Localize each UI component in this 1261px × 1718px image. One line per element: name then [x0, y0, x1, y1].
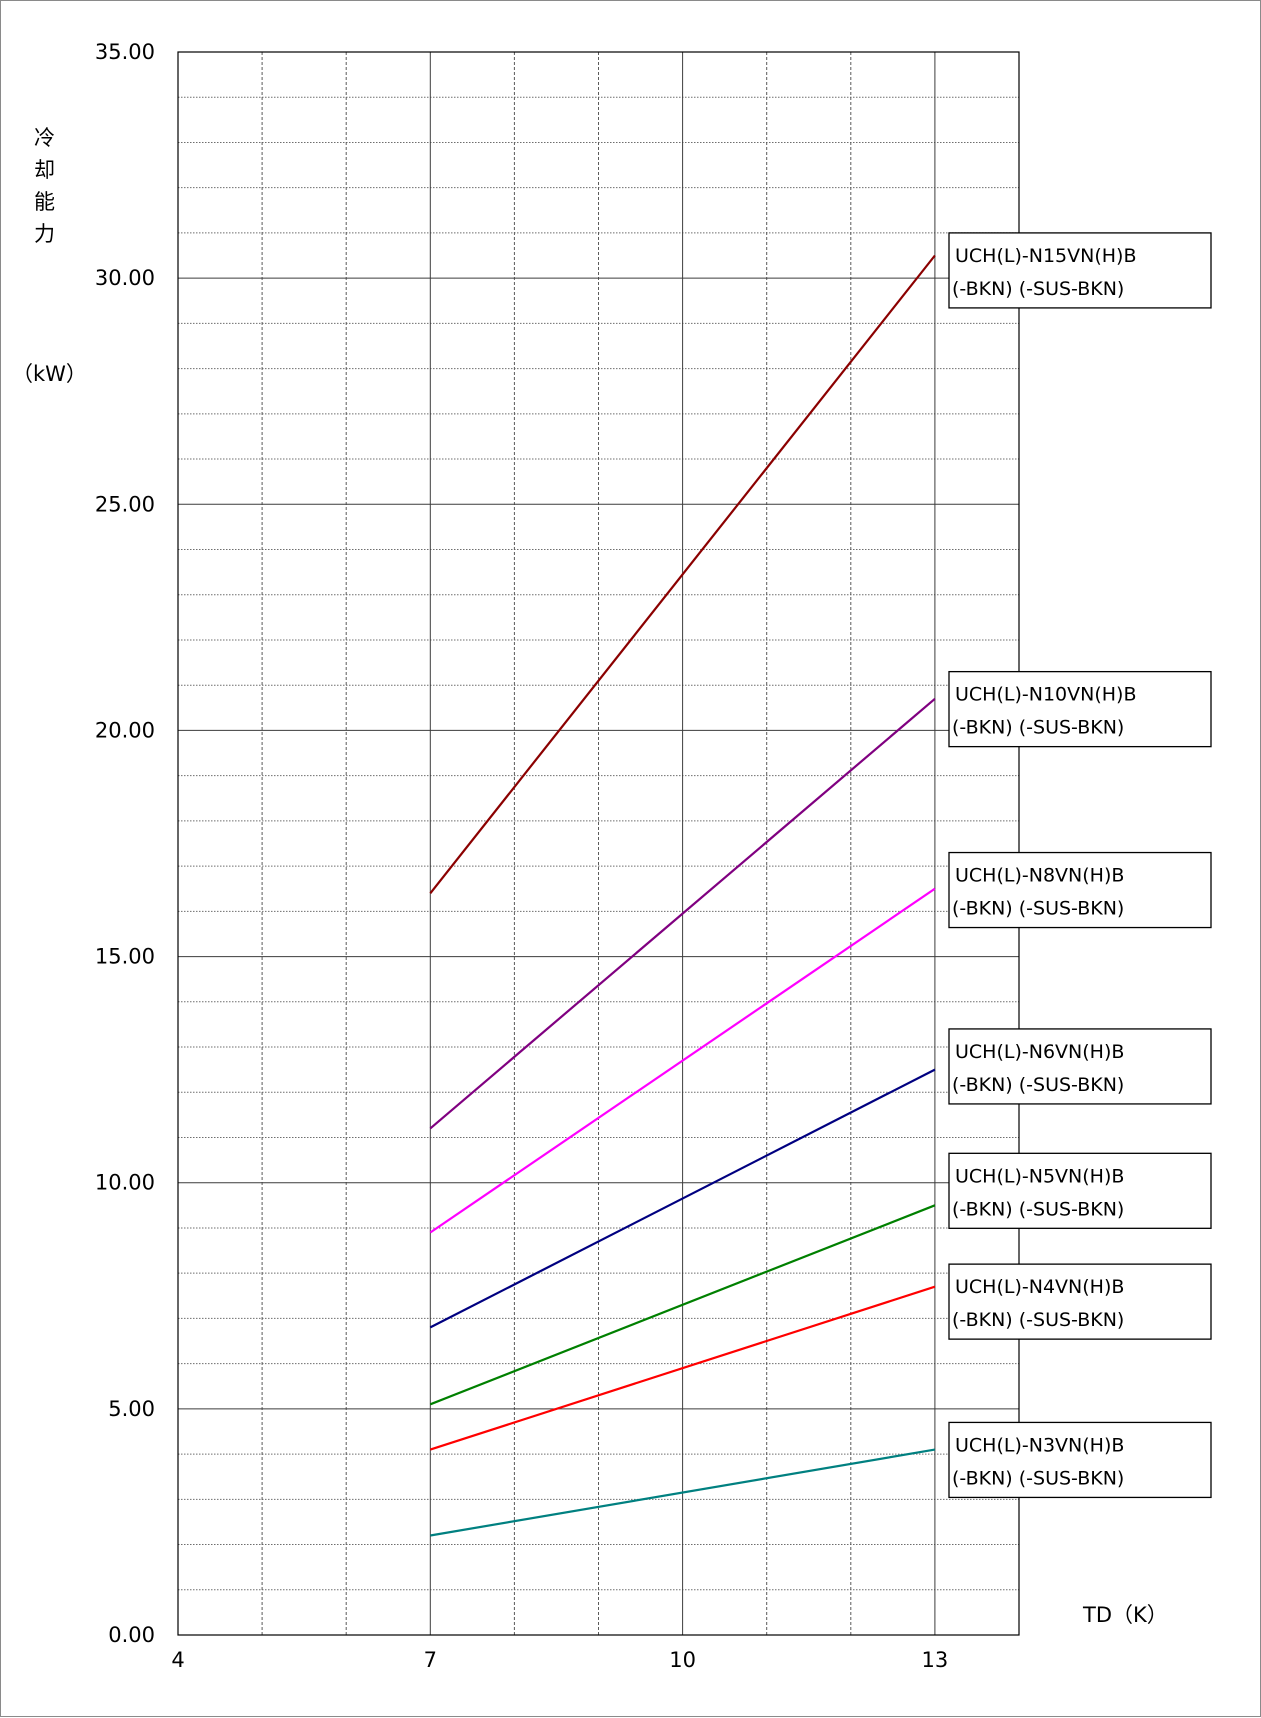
series-name: UCH(L)-N3VN(H)B — [955, 1434, 1124, 1456]
series-label-1: UCH(L)-N15VN(H)B (-BKN) (-SUS-BKN) — [948, 232, 1212, 309]
x-tick-label: 13 — [922, 1648, 949, 1672]
series-line-6 — [429, 1285, 936, 1451]
series-label-box — [948, 1152, 1212, 1229]
series-label-box — [948, 1028, 1212, 1105]
y-tick-label: 35.00 — [95, 40, 155, 64]
y-tick-label: 15.00 — [95, 945, 155, 969]
series-label-box — [948, 232, 1212, 309]
series-name: UCH(L)-N15VN(H)B — [955, 245, 1136, 267]
series-name: UCH(L)-N5VN(H)B — [955, 1165, 1124, 1187]
series-line-3 — [429, 887, 936, 1234]
series-label-5: UCH(L)-N5VN(H)B (-BKN) (-SUS-BKN) — [948, 1152, 1212, 1229]
series-label-6: UCH(L)-N4VN(H)B (-BKN) (-SUS-BKN) — [948, 1263, 1212, 1340]
y-axis-title-char-3: 能 — [34, 190, 55, 214]
y-axis-title-char-2: 却 — [34, 158, 55, 182]
series-label-4: UCH(L)-N6VN(H)B (-BKN) (-SUS-BKN) — [948, 1028, 1212, 1105]
series-line-4 — [429, 1068, 936, 1329]
series-layer — [429, 254, 936, 1537]
series-name: UCH(L)-N10VN(H)B — [955, 684, 1136, 706]
x-axis-title: TD（K） — [1082, 1603, 1168, 1627]
series-name-line2: (-BKN) (-SUS-BKN) — [952, 898, 1124, 920]
y-tick-label: 30.00 — [95, 266, 155, 290]
series-line-7 — [430, 1448, 936, 1537]
series-label-3: UCH(L)-N8VN(H)B (-BKN) (-SUS-BKN) — [948, 851, 1212, 929]
series-label-box — [948, 1421, 1212, 1499]
y-axis-title-char-1: 冷 — [34, 126, 55, 150]
series-name-line2: (-BKN) (-SUS-BKN) — [952, 1309, 1124, 1331]
y-tick-label: 10.00 — [95, 1171, 155, 1195]
x-tick-label: 7 — [424, 1648, 437, 1672]
series-name: UCH(L)-N8VN(H)B — [955, 865, 1124, 887]
series-line-1 — [429, 254, 936, 894]
y-axis-unit: （kW） — [12, 362, 87, 386]
series-name: UCH(L)-N6VN(H)B — [955, 1041, 1124, 1063]
series-line-5 — [429, 1204, 936, 1406]
label-layer: TD（K） 冷 却 能 力 （kW） — [12, 126, 1168, 1627]
x-tick-label: 10 — [669, 1648, 696, 1672]
series-label-box — [948, 670, 1212, 748]
series-label-box — [948, 851, 1212, 929]
legend-layer: UCH(L)-N15VN(H)B(-BKN) (-SUS-BKN)UCH(L)-… — [948, 232, 1212, 1499]
series-name-line2: (-BKN) (-SUS-BKN) — [952, 1467, 1124, 1489]
y-axis-title-char-4: 力 — [34, 222, 55, 246]
y-tick-label: 25.00 — [95, 492, 155, 516]
series-line-2 — [429, 697, 936, 1130]
y-tick-label: 20.00 — [95, 718, 155, 742]
y-tick-label: 0.00 — [108, 1623, 155, 1647]
y-tick-label: 5.00 — [108, 1397, 155, 1421]
grid-layer — [178, 52, 1019, 1635]
axis-layer: 0.00 5.00 10.00 15.00 20.00 25.00 30.00 35.00 4 7… — [95, 40, 1020, 1672]
x-tick-label: 4 — [171, 1648, 184, 1672]
series-name-line2: (-BKN) (-SUS-BKN) — [952, 717, 1124, 739]
series-label-2: UCH(L)-N10VN(H)B (-BKN) (-SUS-BKN) — [948, 670, 1212, 748]
plot-border — [177, 51, 1020, 1636]
series-label-box — [948, 1263, 1212, 1340]
series-name-line2: (-BKN) (-SUS-BKN) — [952, 1198, 1124, 1220]
series-label-7: UCH(L)-N3VN(H)B (-BKN) (-SUS-BKN) — [948, 1421, 1212, 1499]
series-name: UCH(L)-N4VN(H)B — [955, 1276, 1124, 1298]
series-name-line2: (-BKN) (-SUS-BKN) — [952, 1074, 1124, 1096]
series-name-line2: (-BKN) (-SUS-BKN) — [952, 278, 1124, 300]
